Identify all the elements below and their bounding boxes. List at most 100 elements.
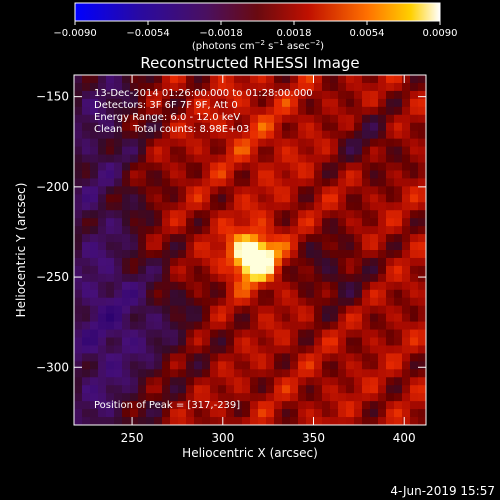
heatmap-cell — [418, 289, 426, 299]
heatmap-cell — [250, 337, 259, 347]
heatmap-cell — [338, 345, 347, 355]
heatmap-cell — [298, 417, 307, 425]
heatmap-cell — [130, 202, 139, 211]
heatmap-cell — [98, 210, 107, 219]
peak-position-annotation: Position of Peak = [317,-239] — [94, 400, 240, 411]
heatmap-cell — [98, 146, 107, 156]
heatmap-cell — [74, 194, 83, 203]
heatmap-cell — [138, 401, 147, 410]
heatmap-cell — [258, 257, 267, 267]
heatmap-cell — [106, 154, 115, 164]
heatmap-cell — [282, 75, 291, 84]
heatmap-cell — [266, 281, 275, 291]
heatmap-cell — [322, 210, 331, 219]
heatmap-cell — [234, 401, 243, 410]
heatmap-cell — [322, 369, 331, 378]
heatmap-cell — [330, 409, 339, 418]
heatmap-cell — [170, 194, 179, 203]
heatmap-cell — [178, 218, 187, 227]
heatmap-cell — [82, 329, 91, 339]
heatmap-cell — [330, 265, 339, 275]
heatmap-cell — [90, 409, 99, 418]
heatmap-cell — [162, 337, 171, 347]
heatmap-cell — [154, 353, 163, 362]
heatmap-cell — [330, 361, 339, 370]
heatmap-cell — [274, 122, 283, 132]
heatmap-cell — [138, 321, 147, 331]
heatmap-cell — [386, 82, 395, 92]
heatmap-cell — [274, 130, 283, 140]
heatmap-cell — [162, 345, 171, 355]
heatmap-cell — [98, 250, 107, 259]
heatmap-cell — [210, 218, 219, 227]
heatmap-cell — [226, 305, 235, 315]
heatmap-cell — [242, 417, 251, 425]
heatmap-cell — [250, 242, 259, 251]
heatmap-cell — [178, 409, 187, 418]
heatmap-cell — [274, 234, 283, 243]
heatmap-cell — [106, 186, 115, 195]
heatmap-cell — [386, 297, 395, 307]
heatmap-cell — [258, 345, 267, 355]
heatmap-cell — [314, 82, 323, 92]
heatmap-cell — [258, 106, 267, 116]
heatmap-cell — [338, 202, 347, 211]
heatmap-cell — [82, 194, 91, 203]
heatmap-cell — [170, 234, 179, 243]
heatmap-cell — [146, 82, 155, 92]
heatmap-cell — [266, 170, 275, 180]
heatmap-cell — [266, 273, 275, 283]
heatmap-cell — [338, 130, 347, 140]
heatmap-cell — [258, 114, 267, 124]
heatmap-cell — [130, 242, 139, 251]
heatmap-cell — [354, 345, 363, 355]
heatmap-cell — [402, 138, 411, 148]
heatmap-cell — [258, 194, 267, 203]
heatmap-cell — [386, 250, 395, 259]
heatmap-cell — [106, 98, 115, 108]
heatmap-cell — [370, 138, 379, 148]
heatmap-cell — [274, 305, 283, 315]
heatmap-cell — [210, 369, 219, 378]
heatmap-cell — [298, 353, 307, 362]
heatmap-cell — [394, 281, 403, 291]
heatmap-cell — [242, 98, 251, 108]
heatmap-cell — [234, 114, 243, 124]
heatmap-cell — [394, 265, 403, 275]
heatmap-cell — [122, 178, 131, 187]
heatmap-cell — [90, 218, 99, 227]
heatmap-cell — [386, 305, 395, 315]
heatmap-cell — [114, 162, 123, 172]
heatmap-cell — [122, 186, 131, 195]
heatmap-cell — [322, 138, 331, 148]
heatmap-cell — [218, 178, 227, 187]
heatmap-cell — [290, 178, 299, 187]
heatmap-cell — [370, 146, 379, 156]
heatmap-cell — [146, 265, 155, 275]
heatmap-cell — [218, 202, 227, 211]
heatmap-cell — [338, 98, 347, 108]
heatmap-cell — [330, 170, 339, 180]
heatmap-cell — [130, 98, 139, 108]
colorbar-gradient — [74, 2, 441, 22]
heatmap-cell — [306, 82, 315, 92]
heatmap-cell — [146, 114, 155, 124]
heatmap-cell — [290, 234, 299, 243]
heatmap-cell — [210, 257, 219, 267]
heatmap-cell — [354, 98, 363, 108]
heatmap-cell — [418, 202, 426, 211]
heatmap-cell — [394, 345, 403, 355]
heatmap-cell — [210, 289, 219, 299]
heatmap-cell — [330, 297, 339, 307]
heatmap-cell — [314, 130, 323, 140]
heatmap-cell — [90, 202, 99, 211]
heatmap-cell — [386, 170, 395, 180]
heatmap-cell — [130, 297, 139, 307]
heatmap-cell — [250, 194, 259, 203]
heatmap-cell — [106, 289, 115, 299]
heatmap-cell — [130, 250, 139, 259]
heatmap-cell — [354, 186, 363, 195]
heatmap-cell — [106, 146, 115, 156]
heatmap-cell — [138, 90, 147, 100]
heatmap-cell — [250, 385, 259, 394]
